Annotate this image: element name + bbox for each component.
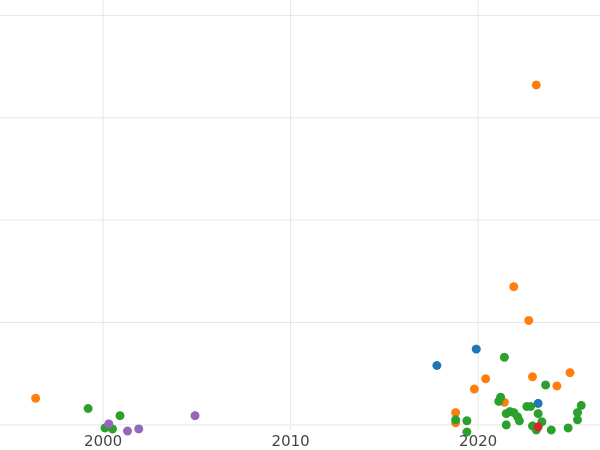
data-point: [528, 372, 537, 382]
data-point: [469, 384, 479, 394]
data-point: [533, 409, 543, 419]
data-point: [471, 344, 481, 354]
series-group: [104, 411, 200, 436]
data-point: [573, 408, 582, 418]
data-point: [462, 416, 472, 426]
data-point: [432, 361, 442, 370]
data-point: [552, 381, 562, 391]
x-tick-label: 2000: [84, 432, 122, 450]
data-point: [565, 368, 575, 378]
series-group: [533, 422, 543, 432]
series-group: [31, 80, 575, 428]
x-tick-label: 2020: [459, 432, 497, 450]
data-point: [31, 393, 41, 403]
data-point: [115, 411, 125, 421]
x-tick-label: 2010: [272, 432, 310, 450]
data-point: [462, 427, 472, 437]
data-point: [104, 419, 114, 429]
data-point: [533, 398, 543, 408]
series-group: [432, 344, 543, 408]
data-point: [83, 404, 93, 413]
series-group: [83, 352, 586, 437]
data-point: [509, 282, 519, 292]
data-point: [573, 415, 582, 425]
data-point: [451, 415, 461, 425]
data-point: [514, 416, 524, 426]
data-point: [499, 352, 509, 362]
data-point: [451, 408, 461, 418]
data-point: [524, 315, 534, 325]
data-point: [501, 420, 511, 430]
data-point: [481, 374, 491, 384]
data-point: [531, 80, 541, 90]
data-point: [496, 392, 506, 402]
data-point: [541, 380, 551, 390]
grid: [0, 0, 600, 430]
data-point: [123, 426, 132, 436]
data-points: [31, 80, 586, 437]
x-axis-ticks: 2000 2010 2020: [84, 432, 497, 450]
data-point: [563, 423, 573, 433]
data-point: [134, 424, 144, 434]
data-point: [546, 425, 556, 435]
data-point: [576, 400, 586, 410]
data-point: [526, 401, 536, 411]
data-point: [190, 411, 200, 421]
data-point: [533, 422, 543, 432]
